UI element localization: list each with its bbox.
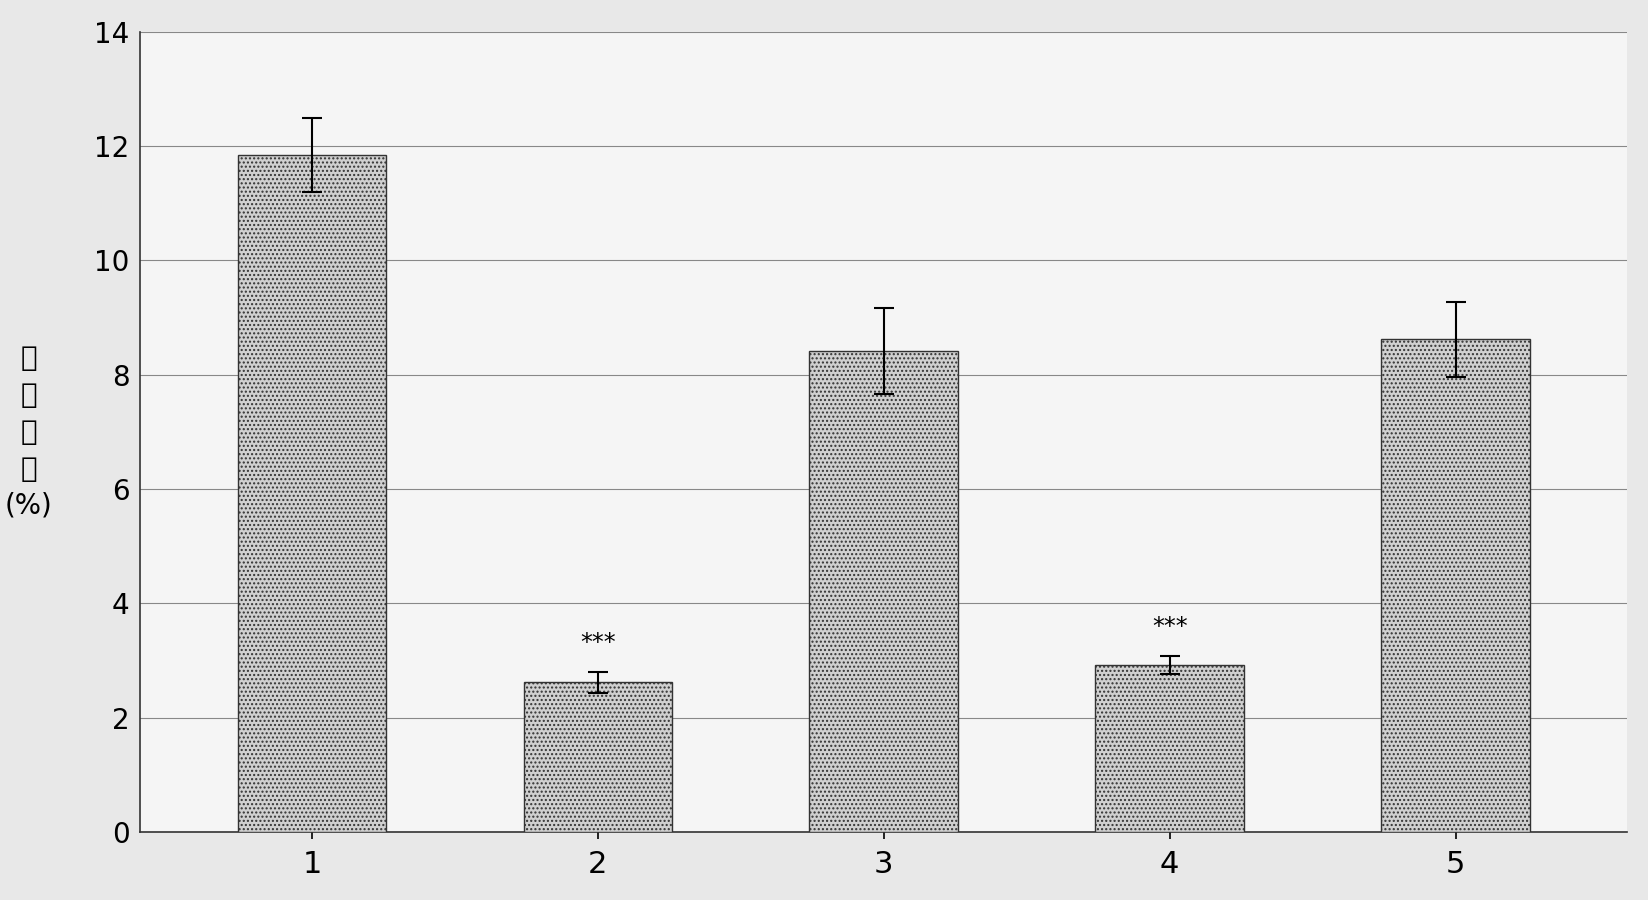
Text: ***: *** (580, 631, 616, 655)
Bar (237, 155, 386, 832)
Bar (524, 682, 672, 833)
Bar (809, 351, 957, 832)
Bar (1096, 665, 1244, 833)
Text: ***: *** (1152, 615, 1188, 639)
Bar (1381, 339, 1529, 832)
Y-axis label: 脑
梗
面
积
(%): 脑 梗 面 积 (%) (5, 345, 53, 519)
